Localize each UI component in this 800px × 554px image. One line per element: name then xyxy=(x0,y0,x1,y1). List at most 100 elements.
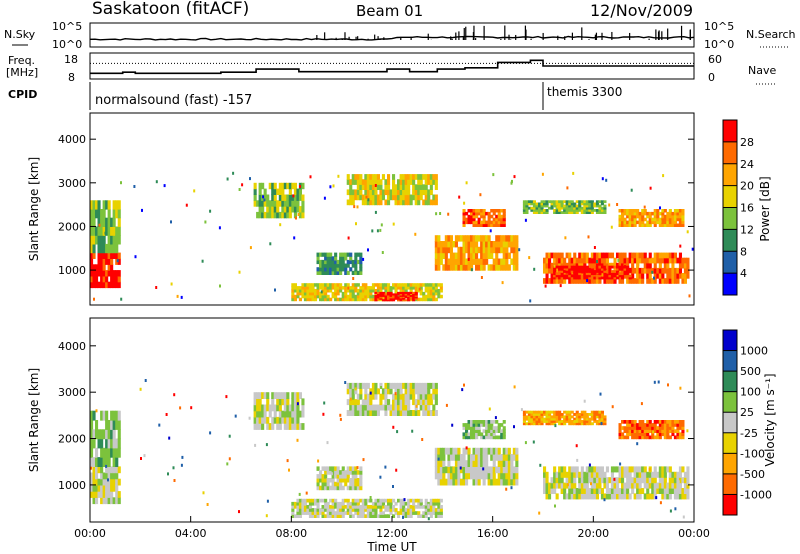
power-cell xyxy=(281,182,285,190)
power-cell xyxy=(424,194,428,201)
power-cell xyxy=(527,200,531,204)
power-cell xyxy=(502,209,506,213)
velocity-cell xyxy=(495,435,499,440)
velocity-cell xyxy=(492,478,496,486)
velocity-cell xyxy=(502,435,506,440)
power-cell xyxy=(407,194,411,201)
power-cell xyxy=(306,294,310,299)
power-cell xyxy=(636,220,640,225)
velocity-cell xyxy=(364,388,368,395)
power-cell xyxy=(548,278,552,284)
velocity-cell xyxy=(359,514,363,518)
power-cell xyxy=(477,223,481,227)
velocity-cell xyxy=(407,501,411,506)
velocity-cell xyxy=(671,420,675,424)
power-cell xyxy=(97,235,101,245)
power-cell xyxy=(288,206,292,213)
power-cell xyxy=(631,278,635,284)
power-cell xyxy=(359,179,363,185)
power-speck xyxy=(553,264,556,268)
power-cell xyxy=(424,283,428,287)
velocity-cell xyxy=(603,471,607,478)
velocity-cell xyxy=(412,511,416,515)
power-cell xyxy=(585,202,589,206)
velocity-cell xyxy=(339,508,343,512)
power-cell xyxy=(580,276,584,280)
power-cell xyxy=(671,262,675,269)
power-cell xyxy=(462,223,466,227)
velocity-cell xyxy=(344,498,348,503)
power-cell xyxy=(392,293,396,296)
power-speck xyxy=(586,279,589,283)
power-cell xyxy=(371,283,375,287)
power-cell xyxy=(100,275,104,283)
velocity-cell xyxy=(661,482,665,489)
power-cell xyxy=(392,174,396,180)
power-cell xyxy=(397,299,401,302)
velocity-cell xyxy=(497,460,501,467)
power-cell xyxy=(472,223,476,227)
power-cell xyxy=(369,194,373,201)
velocity-cell xyxy=(673,429,677,433)
power-colorbar-label: 28 xyxy=(740,136,754,149)
power-cell xyxy=(588,200,592,204)
velocity-cell xyxy=(281,416,285,424)
power-cell xyxy=(349,179,353,185)
power-cell xyxy=(361,286,365,290)
power-colorbar-bin xyxy=(723,163,737,186)
power-cell xyxy=(326,259,330,265)
power-cell xyxy=(336,259,340,265)
power-cell xyxy=(301,182,305,190)
power-cell xyxy=(631,257,635,264)
power-cell xyxy=(392,189,396,196)
power-cell xyxy=(334,263,338,268)
power-cell xyxy=(291,194,295,201)
power-cell xyxy=(467,217,471,222)
velocity-cell xyxy=(356,393,360,400)
power-cell xyxy=(258,194,262,201)
velocity-cell xyxy=(291,501,295,506)
power-cell xyxy=(583,272,587,276)
power-cell xyxy=(356,270,360,275)
freq-step-trace xyxy=(90,59,694,75)
power-cell xyxy=(379,184,383,190)
power-cell xyxy=(399,293,403,296)
power-cell xyxy=(583,209,587,212)
velocity-cell xyxy=(545,477,549,484)
velocity-cell xyxy=(568,413,572,416)
velocity-cell xyxy=(110,484,114,492)
power-cell xyxy=(560,278,564,284)
velocity-cell xyxy=(329,505,333,509)
power-cell xyxy=(575,272,579,276)
velocity-cell xyxy=(349,481,353,487)
velocity-cell xyxy=(490,454,494,461)
power-cell xyxy=(467,258,471,265)
velocity-cell xyxy=(462,466,466,474)
velocity-cell xyxy=(643,493,647,500)
velocity-cell xyxy=(374,388,378,395)
velocity-cell xyxy=(371,505,375,509)
power-cell xyxy=(578,274,582,278)
power-cell xyxy=(676,278,680,284)
velocity-cell xyxy=(593,410,597,414)
power-cell xyxy=(454,252,458,259)
velocity-cell xyxy=(568,488,572,494)
power-cell xyxy=(510,246,514,254)
velocity-cell xyxy=(558,410,562,414)
power-cell xyxy=(414,286,418,290)
power-cell xyxy=(593,262,597,269)
power-cell xyxy=(346,283,350,287)
velocity-cell xyxy=(661,420,665,424)
power-cell xyxy=(661,209,665,213)
velocity-cell xyxy=(429,505,433,509)
velocity-cell xyxy=(482,435,486,440)
power-cell xyxy=(449,246,453,254)
power-cell xyxy=(666,267,670,274)
velocity-cell xyxy=(668,471,672,478)
power-cell xyxy=(90,200,94,210)
velocity-cell xyxy=(495,466,499,474)
power-cell xyxy=(663,278,667,284)
velocity-cell xyxy=(266,392,270,399)
power-cell xyxy=(334,289,338,293)
